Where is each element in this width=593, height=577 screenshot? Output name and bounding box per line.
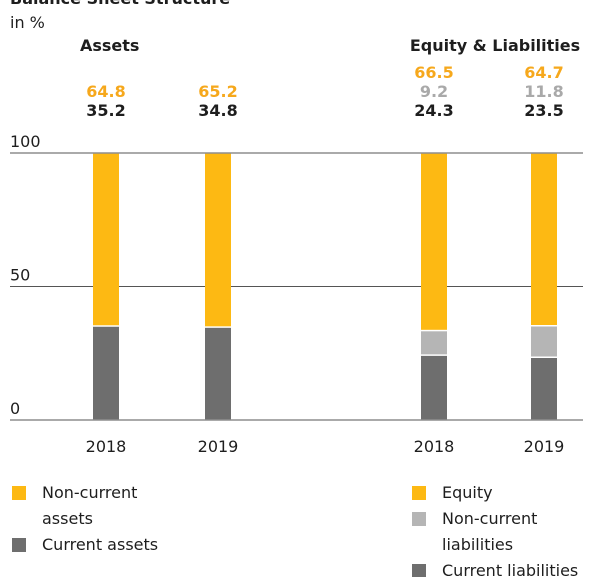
legend-label: Non-current assets <box>42 483 138 528</box>
legend-swatch <box>412 512 426 526</box>
legend-item: Non-current assets <box>12 480 192 532</box>
bar-segment <box>93 326 119 420</box>
group-title: Equity & Liabilities <box>410 36 580 55</box>
legend-label: Current assets <box>42 535 159 554</box>
bar-segment <box>421 331 447 355</box>
legend: Non-current assets Current assets <box>12 480 192 558</box>
legend-item: Current assets <box>12 532 192 558</box>
bar-segment <box>421 153 447 330</box>
value-label: 65.2 <box>198 82 237 101</box>
group-title: Assets <box>80 36 139 55</box>
bar-segment <box>531 326 557 357</box>
bar-segment <box>531 358 557 420</box>
x-tick-label: 2019 <box>198 437 239 456</box>
legend: Equity Non-current liabilities Current lia… <box>412 480 592 577</box>
value-label: 66.5 <box>414 63 453 82</box>
chart-title: Balance Sheet Structure <box>10 0 230 8</box>
bar-segment <box>531 153 557 325</box>
x-tick-label: 2018 <box>86 437 127 456</box>
legend-label: Equity <box>442 483 493 502</box>
y-tick-label: 50 <box>10 266 30 285</box>
value-label: 64.7 <box>524 63 563 82</box>
legend-label: Current liabilities <box>442 561 579 577</box>
unit-label: in % <box>10 13 45 32</box>
legend-item: Current liabilities <box>412 558 592 577</box>
legend-swatch <box>12 486 26 500</box>
value-label: 34.8 <box>198 101 237 120</box>
value-label: 64.8 <box>86 82 125 101</box>
value-label: 35.2 <box>86 101 125 120</box>
bar-segment <box>205 327 231 420</box>
x-tick-label: 2018 <box>414 437 455 456</box>
legend-item: Non-current liabilities <box>412 506 592 558</box>
bar-segment <box>421 355 447 420</box>
bar-segment <box>205 153 231 327</box>
legend-item: Equity <box>412 480 592 506</box>
legend-swatch <box>12 538 26 552</box>
x-tick-label: 2019 <box>524 437 565 456</box>
y-tick-label: 0 <box>10 399 20 418</box>
value-label: 24.3 <box>414 101 453 120</box>
value-label: 9.2 <box>420 82 448 101</box>
value-label: 23.5 <box>524 101 563 120</box>
legend-swatch <box>412 486 426 500</box>
bar-segment <box>93 153 119 326</box>
value-label: 11.8 <box>524 82 563 101</box>
legend-label: Non-current liabilities <box>442 509 538 554</box>
legend-swatch <box>412 564 426 577</box>
y-tick-label: 100 <box>10 132 41 151</box>
